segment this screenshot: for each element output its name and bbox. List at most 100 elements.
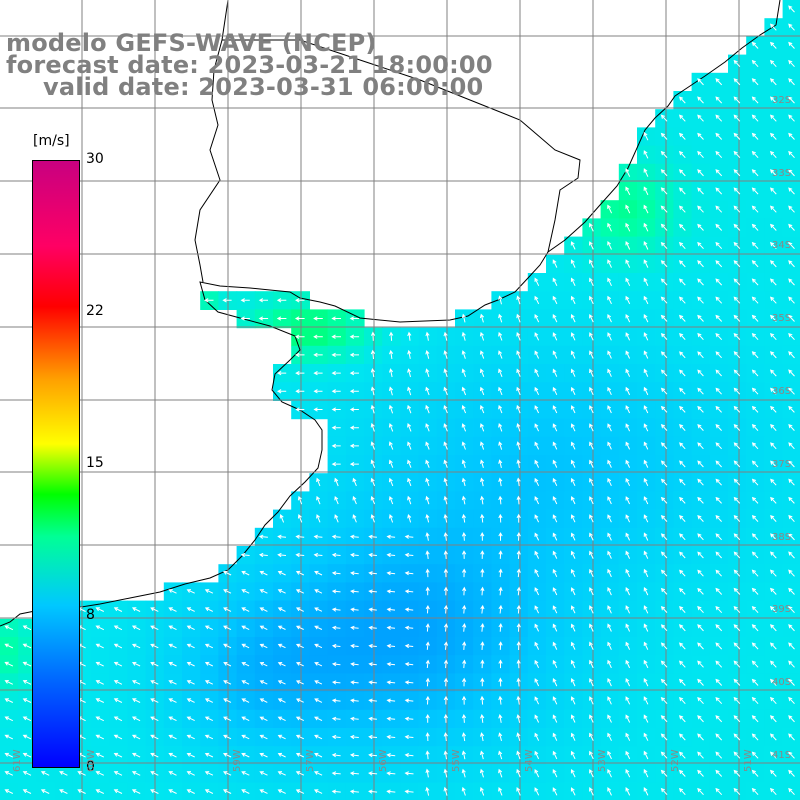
wind-vector-arrow: [462, 641, 467, 650]
wind-vector-arrow: [370, 331, 376, 341]
wind-vector-arrow: [259, 625, 268, 631]
wind-vector-arrow: [370, 514, 375, 523]
wind-vector-arrow: [295, 680, 304, 685]
wind-vector-arrow: [570, 623, 576, 632]
coastline: [0, 0, 781, 627]
wind-vector-arrow: [788, 533, 795, 541]
wind-vector-arrow: [516, 586, 521, 596]
wind-vector-arrow: [589, 459, 594, 468]
wind-vector-arrow: [241, 789, 250, 794]
wind-vector-arrow: [331, 607, 341, 612]
wind-vector-arrow: [204, 625, 214, 631]
wind-vector-arrow: [479, 786, 485, 796]
wind-vector-arrow: [570, 241, 576, 250]
wind-vector-arrow: [443, 477, 448, 487]
wind-vector-arrow: [751, 59, 759, 68]
wind-vector-arrow: [570, 750, 576, 760]
lon-label: 56W: [378, 749, 389, 772]
wind-vector-arrow: [461, 331, 466, 341]
wind-vector-arrow: [4, 643, 14, 649]
wind-vector-arrow: [77, 771, 86, 776]
wind-vector-arrow: [131, 607, 141, 612]
wind-vector-arrow: [404, 625, 414, 630]
wind-vector-arrow: [370, 441, 375, 450]
wind-vector-arrow: [204, 643, 214, 649]
wind-vector-arrow: [733, 569, 741, 577]
wind-vector-arrow: [697, 787, 704, 796]
wind-vector-arrow: [552, 532, 558, 541]
wind-vector-arrow: [607, 350, 612, 359]
wind-vector-arrow: [313, 534, 323, 539]
wind-vector-arrow: [589, 532, 594, 541]
wind-vector-arrow: [389, 331, 394, 341]
wind-vector-arrow: [660, 278, 668, 286]
wind-vector-arrow: [643, 204, 649, 214]
wind-vector-arrow: [331, 698, 341, 703]
wind-vector-arrow: [204, 298, 214, 303]
wind-vector-arrow: [733, 223, 741, 231]
wind-vector-arrow: [678, 733, 686, 741]
wind-vector-arrow: [679, 533, 686, 541]
wind-vector-arrow: [552, 350, 558, 359]
wind-vector-arrow: [770, 442, 777, 450]
valid-date: valid date: 2023-03-31 06:00:00: [43, 73, 484, 101]
wind-vector-arrow: [751, 769, 759, 777]
wind-vector-arrow: [607, 714, 612, 723]
wind-vector-arrow: [697, 150, 704, 159]
wind-vector-arrow: [733, 187, 741, 195]
wind-vector-arrow: [331, 352, 341, 358]
wind-vector-arrow: [570, 295, 576, 305]
wind-vector-arrow: [678, 187, 686, 195]
wind-vector-arrow: [277, 662, 286, 667]
wind-vector-arrow: [186, 734, 195, 740]
wind-vector-arrow: [314, 570, 323, 576]
wind-vector-arrow: [498, 295, 503, 305]
wind-vector-arrow: [425, 641, 430, 650]
wind-vector-arrow: [589, 222, 594, 232]
wind-vector-arrow: [277, 534, 287, 539]
wind-vector-arrow: [788, 41, 795, 49]
wind-vector-arrow: [404, 552, 414, 558]
wind-vector-arrow: [279, 514, 285, 523]
wind-vector-arrow: [443, 550, 448, 559]
wind-vector-arrow: [222, 789, 232, 794]
wind-vector-arrow: [204, 680, 214, 685]
wind-vector-arrow: [425, 477, 430, 487]
wind-vector-arrow: [241, 752, 250, 758]
wind-vector-arrow: [788, 260, 795, 268]
wind-vector-arrow: [386, 589, 396, 594]
wind-vector-arrow: [660, 223, 668, 231]
wind-vector-arrow: [751, 205, 759, 213]
wind-vector-arrow: [607, 768, 612, 778]
colorbar-tick: 22: [86, 303, 104, 319]
lon-label: 57W: [305, 749, 316, 772]
wind-vector-arrow: [168, 752, 177, 758]
wind-vector-arrow: [294, 334, 305, 339]
wind-vector-arrow: [425, 423, 430, 432]
wind-vector-arrow: [425, 331, 430, 341]
wind-vector-arrow: [295, 734, 305, 740]
wind-vector-arrow: [625, 186, 631, 196]
wind-vector-arrow: [769, 260, 777, 268]
wind-vector-arrow: [331, 716, 341, 721]
wind-vector-arrow: [552, 514, 558, 523]
wind-vector-arrow: [534, 714, 540, 723]
wind-vector-arrow: [733, 533, 741, 541]
wind-vector-arrow: [643, 240, 649, 250]
wind-vector-arrow: [461, 495, 466, 505]
wind-vector-arrow: [479, 750, 485, 760]
wind-vector-arrow: [479, 350, 485, 359]
wind-vector-arrow: [462, 586, 467, 596]
wind-vector-arrow: [407, 404, 412, 414]
wind-vector-arrow: [607, 586, 612, 596]
wind-vector-arrow: [386, 571, 396, 576]
wind-vector-arrow: [660, 733, 668, 741]
wind-vector-arrow: [589, 732, 594, 741]
wind-vector-arrow: [770, 515, 777, 522]
wind-vector-arrow: [516, 477, 521, 487]
wind-vector-arrow: [95, 752, 105, 758]
wind-vector-arrow: [331, 370, 341, 376]
wind-vector-arrow: [386, 607, 396, 612]
wind-vector-arrow: [660, 678, 668, 686]
wind-vector-arrow: [295, 370, 305, 376]
